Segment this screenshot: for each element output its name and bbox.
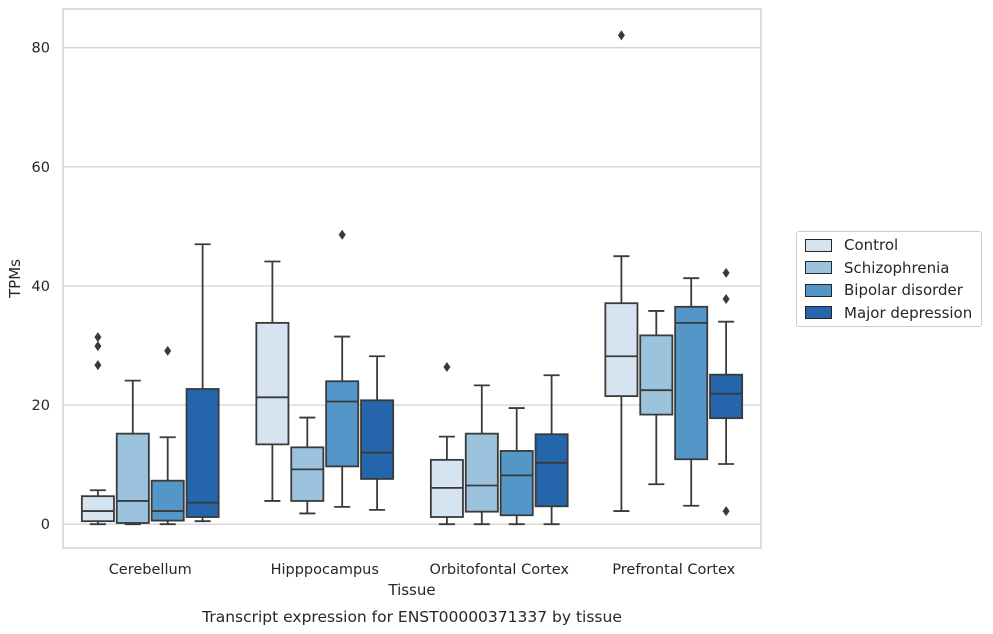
box-control: [429, 361, 464, 526]
outlier-marker: [94, 332, 102, 343]
x-tick-label: Orbitofontal Cortex: [430, 562, 570, 578]
box-iqr: [674, 305, 709, 461]
legend-item: Schizophrenia: [805, 258, 949, 278]
x-tick-label: Hipppocampus: [271, 562, 379, 578]
box-control: [255, 260, 290, 502]
box-iqr: [639, 334, 674, 416]
box-major-depression: [534, 374, 569, 526]
box-iqr: [360, 399, 395, 480]
outlier-marker: [94, 341, 102, 352]
box-plot-series: [80, 30, 744, 526]
box-iqr: [604, 302, 639, 398]
box-schizophrenia: [115, 379, 150, 526]
box-major-depression: [185, 243, 220, 523]
box-iqr: [185, 388, 220, 518]
outlier-marker: [94, 360, 102, 371]
box-bipolar-disorder: [674, 277, 709, 507]
legend: Control Schizophrenia Bipolar disorder Majo…: [796, 231, 982, 327]
y-tick-label: 80: [32, 41, 50, 57]
box-bipolar-disorder: [150, 345, 185, 526]
box-iqr: [255, 321, 290, 446]
x-axis-label: Tissue: [387, 581, 435, 599]
box-iqr: [150, 479, 185, 522]
box-iqr: [534, 433, 569, 508]
legend-label: Bipolar disorder: [844, 281, 963, 299]
legend-item: Bipolar disorder: [805, 280, 963, 300]
box-iqr: [325, 380, 360, 468]
legend-swatch: [805, 238, 832, 252]
outlier-marker: [164, 345, 172, 356]
box-control: [80, 332, 115, 526]
y-tick-label: 20: [32, 398, 50, 414]
x-tick-label: Prefrontal Cortex: [612, 562, 735, 578]
legend-item: Major depression: [805, 303, 972, 323]
legend-swatch: [805, 261, 832, 274]
box-control: [604, 30, 639, 512]
y-axis-label: TPMs: [6, 259, 24, 299]
y-tick-label: 40: [32, 279, 50, 295]
outlier-marker: [722, 294, 730, 305]
box-bipolar-disorder: [499, 407, 534, 526]
box-major-depression: [360, 355, 395, 511]
x-tick-label: Cerebellum: [109, 562, 192, 578]
box-bipolar-disorder: [325, 229, 360, 508]
box-iqr: [80, 495, 115, 523]
outlier-marker: [617, 30, 625, 41]
outlier-marker: [443, 361, 451, 372]
box-iqr: [290, 446, 325, 502]
box-schizophrenia: [290, 416, 325, 515]
box-iqr: [499, 450, 534, 517]
outlier-marker: [722, 506, 730, 517]
legend-label: Schizophrenia: [844, 258, 950, 277]
outlier-marker: [338, 229, 346, 240]
y-tick-label: 0: [41, 517, 50, 533]
box-major-depression: [709, 267, 744, 517]
chart-title: Transcript expression for ENST0000037133…: [201, 608, 622, 626]
legend-label: Control: [844, 236, 899, 254]
legend-swatch: [805, 306, 832, 319]
legend-swatch: [805, 283, 832, 297]
box-iqr: [115, 432, 150, 524]
y-tick-label: 60: [32, 160, 50, 176]
outlier-marker: [722, 267, 730, 278]
legend-item: Control: [805, 235, 898, 255]
box-iqr: [709, 373, 744, 420]
legend-label: Major depression: [844, 303, 973, 322]
axis-ticks: 0 20 40 60 80 Cerebellum Hipppocampus Orbitofon…: [32, 41, 736, 578]
plot-area-frame: [62, 8, 762, 549]
box-iqr: [464, 432, 499, 513]
box-schizophrenia: [464, 384, 499, 526]
box-schizophrenia: [639, 310, 674, 486]
